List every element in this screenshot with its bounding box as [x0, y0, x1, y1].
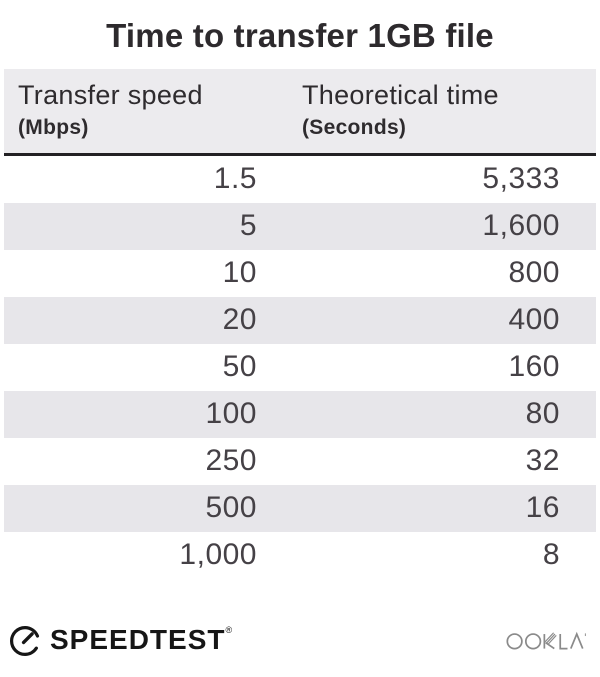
- column-header-theoretical-time: Theoretical time (Seconds): [300, 80, 596, 140]
- ookla-logo: OOKLA: [506, 627, 588, 653]
- table-row: 1,000 8: [4, 531, 596, 579]
- transfer-speed-cell: 100: [205, 397, 257, 431]
- theoretical-time-cell: 160: [508, 350, 560, 384]
- ookla-wordmark-icon: [506, 631, 586, 650]
- speedometer-gauge-icon: [9, 625, 41, 656]
- table-row: 5 1,600: [4, 202, 596, 250]
- registered-trademark-mark: ®: [225, 624, 234, 635]
- column-unit: (Mbps): [18, 115, 89, 139]
- table-row: 250 32: [4, 437, 596, 485]
- speedtest-wordmark: SPEEDTEST®: [50, 623, 233, 657]
- transfer-speed-cell: 5: [239, 209, 257, 243]
- theoretical-time-cell: 5,333: [482, 162, 560, 196]
- table-body: 1.5 5,333 5 1,600 10 800 20 400 50 160 100 80 250 32 5…: [4, 155, 596, 579]
- table-row: 100 80: [4, 390, 596, 438]
- column-label: Theoretical time: [302, 79, 499, 110]
- footer: SPEEDTEST® OOKLA: [8, 623, 588, 658]
- table-header-row: Transfer speed (Mbps) Theoretical time (…: [4, 68, 596, 156]
- table-row: 10 800: [4, 249, 596, 297]
- transfer-speed-cell: 250: [205, 444, 257, 478]
- table-row: 1.5 5,333: [4, 155, 596, 203]
- transfer-time-table: Transfer speed (Mbps) Theoretical time (…: [4, 68, 596, 579]
- theoretical-time-cell: 800: [508, 256, 560, 290]
- speedtest-logo: SPEEDTEST®: [8, 623, 233, 658]
- theoretical-time-cell: 80: [525, 397, 560, 431]
- page-title: Time to transfer 1GB file: [106, 17, 494, 54]
- theoretical-time-cell: 400: [508, 303, 560, 337]
- transfer-speed-cell: 500: [205, 491, 257, 525]
- table-row: 20 400: [4, 296, 596, 344]
- theoretical-time-cell: 8: [542, 538, 560, 572]
- transfer-speed-cell: 1,000: [179, 538, 257, 572]
- theoretical-time-cell: 32: [525, 444, 560, 478]
- transfer-speed-cell: 50: [222, 350, 257, 384]
- transfer-speed-cell: 10: [222, 256, 257, 290]
- table-row: 50 160: [4, 343, 596, 391]
- column-unit: (Seconds): [302, 115, 407, 139]
- table-row: 500 16: [4, 484, 596, 532]
- transfer-speed-cell: 20: [222, 303, 257, 337]
- transfer-speed-cell: 1.5: [213, 162, 257, 196]
- theoretical-time-cell: 1,600: [482, 209, 560, 243]
- theoretical-time-cell: 16: [525, 491, 560, 525]
- column-label: Transfer speed: [18, 79, 203, 110]
- column-header-transfer-speed: Transfer speed (Mbps): [4, 80, 300, 140]
- speedtest-wordmark-text: SPEEDTEST: [50, 623, 226, 655]
